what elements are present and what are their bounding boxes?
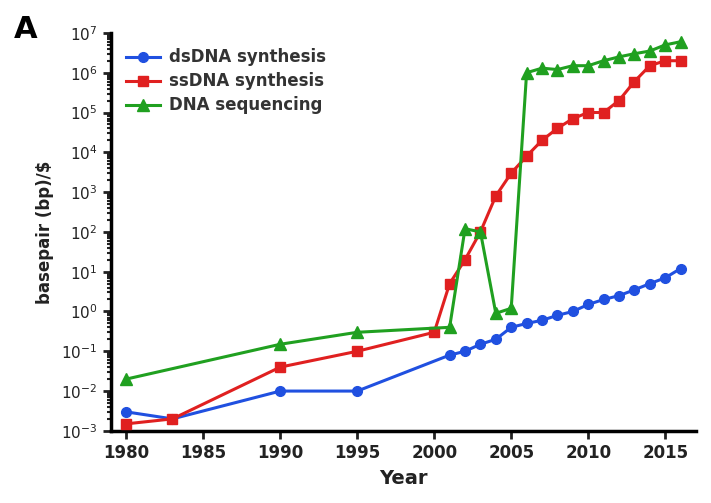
dsDNA synthesis [523,320,531,326]
dsDNA synthesis [353,388,361,394]
DNA sequencing [569,63,577,69]
ssDNA synthesis [523,153,531,159]
ssDNA synthesis [615,98,624,104]
dsDNA synthesis [476,341,485,347]
ssDNA synthesis [491,193,500,199]
DNA sequencing [584,63,592,69]
ssDNA synthesis [676,58,685,64]
dsDNA synthesis [169,416,177,422]
DNA sequencing [276,341,284,347]
ssDNA synthesis [569,116,577,122]
ssDNA synthesis [538,137,546,143]
dsDNA synthesis [461,348,469,354]
dsDNA synthesis [445,352,454,358]
dsDNA synthesis [122,409,131,415]
ssDNA synthesis [169,416,177,422]
ssDNA synthesis [122,421,131,427]
dsDNA synthesis [276,388,284,394]
dsDNA synthesis [630,287,638,293]
DNA sequencing [353,329,361,336]
DNA sequencing [661,42,670,48]
ssDNA synthesis [630,78,638,85]
DNA sequencing [599,58,608,64]
Line: ssDNA synthesis: ssDNA synthesis [122,56,685,429]
dsDNA synthesis [599,296,608,302]
X-axis label: Year: Year [379,469,428,488]
ssDNA synthesis [661,58,670,64]
Y-axis label: basepair (bp)/$: basepair (bp)/$ [36,160,54,304]
DNA sequencing [491,310,500,316]
dsDNA synthesis [646,281,654,287]
Line: dsDNA synthesis: dsDNA synthesis [122,264,685,424]
ssDNA synthesis [461,257,469,263]
dsDNA synthesis [584,301,592,307]
Legend: dsDNA synthesis, ssDNA synthesis, DNA sequencing: dsDNA synthesis, ssDNA synthesis, DNA se… [119,41,333,122]
dsDNA synthesis [676,266,685,272]
ssDNA synthesis [445,281,454,287]
DNA sequencing [538,65,546,71]
Line: DNA sequencing: DNA sequencing [121,36,686,385]
DNA sequencing [122,376,131,382]
dsDNA synthesis [661,275,670,281]
dsDNA synthesis [507,324,515,330]
ssDNA synthesis [353,348,361,354]
dsDNA synthesis [538,317,546,323]
DNA sequencing [615,54,624,60]
DNA sequencing [461,226,469,232]
ssDNA synthesis [599,110,608,116]
ssDNA synthesis [553,125,562,131]
dsDNA synthesis [553,312,562,318]
ssDNA synthesis [430,329,439,336]
ssDNA synthesis [646,63,654,69]
ssDNA synthesis [476,229,485,235]
DNA sequencing [445,324,454,330]
DNA sequencing [476,229,485,235]
DNA sequencing [507,305,515,311]
ssDNA synthesis [276,364,284,370]
DNA sequencing [676,39,685,45]
dsDNA synthesis [569,308,577,314]
DNA sequencing [646,48,654,54]
dsDNA synthesis [615,293,624,299]
DNA sequencing [553,66,562,72]
dsDNA synthesis [491,337,500,343]
ssDNA synthesis [584,110,592,116]
DNA sequencing [630,51,638,57]
Text: A: A [14,15,38,44]
ssDNA synthesis [507,170,515,176]
DNA sequencing [523,70,531,76]
